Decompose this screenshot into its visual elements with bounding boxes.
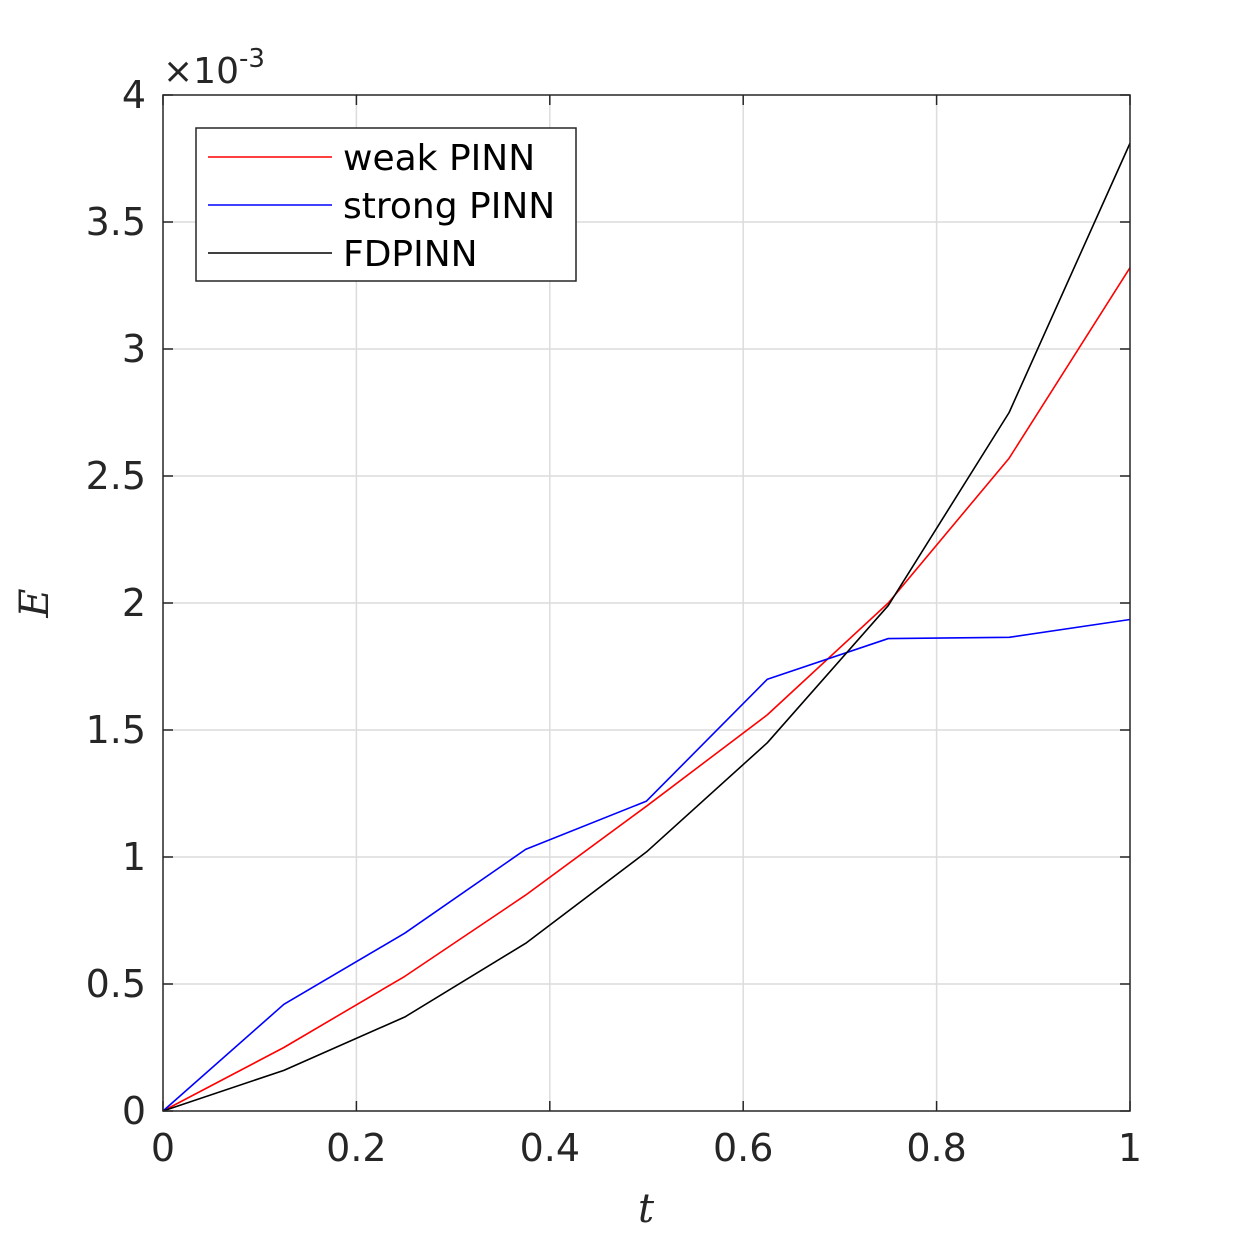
series-line-weak-pinn — [162, 267, 1131, 1112]
y-tick-label: 1.5 — [86, 708, 146, 752]
y-axis-label: E — [12, 588, 58, 618]
y-tick-label: 1 — [122, 835, 146, 879]
x-tick-label: 0.8 — [906, 1126, 966, 1170]
y-tick-label: 3.5 — [86, 200, 146, 244]
y-tick-label: 4 — [122, 73, 146, 117]
series-line-fdpinn — [162, 142, 1131, 1112]
y-tick-labels: 0 0.5 1 1.5 2 2.5 3 3.5 4 — [86, 73, 146, 1133]
series-layer — [162, 142, 1131, 1112]
y-tick-label: 2.5 — [86, 454, 146, 498]
legend-label-strong-pinn: strong PINN — [343, 186, 555, 227]
x-tick-labels: 0 0.2 0.4 0.6 0.8 1 — [151, 1126, 1142, 1170]
x-tick-label: 0.6 — [713, 1126, 773, 1170]
x-axis-label: t — [638, 1186, 655, 1232]
grid-lines — [163, 95, 1130, 1111]
x-tick-label: 0 — [151, 1126, 175, 1170]
legend-label-fdpinn: FDPINN — [343, 234, 478, 275]
legend-label-weak-pinn: weak PINN — [343, 138, 535, 179]
legend: weak PINN strong PINN FDPINN — [195, 127, 577, 282]
y-tick-label: 3 — [122, 327, 146, 371]
y-tick-label: 0.5 — [86, 962, 146, 1006]
x-tick-label: 0.2 — [326, 1126, 386, 1170]
y-tick-label: 0 — [122, 1089, 146, 1133]
series-line-strong-pinn — [162, 618, 1131, 1112]
axis-ticks — [162, 94, 1131, 1112]
x-tick-label: 1 — [1118, 1126, 1142, 1170]
x-tick-label: 0.4 — [520, 1126, 580, 1170]
y-tick-label: 2 — [122, 581, 146, 625]
y-exponent-label: ×10-3 — [163, 44, 265, 92]
